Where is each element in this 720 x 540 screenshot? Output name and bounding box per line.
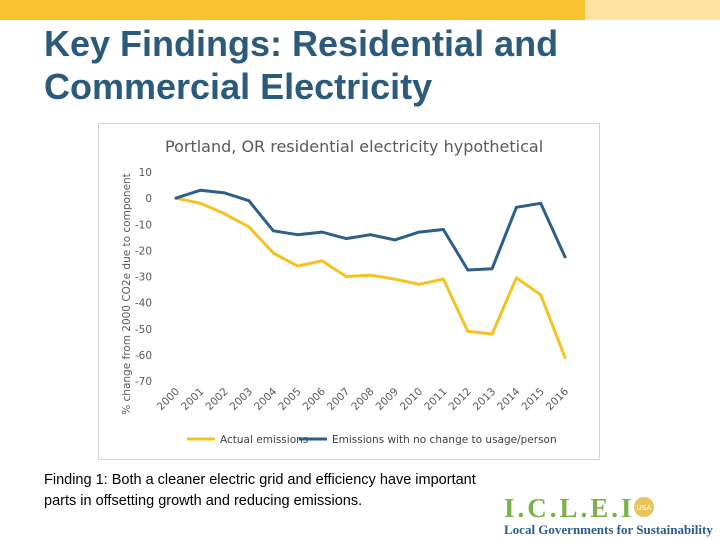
data-point-series-2 [490, 267, 494, 271]
data-point-series-1 [563, 356, 567, 359]
x-tick-label: 2006 [301, 385, 329, 413]
data-point-series-2 [247, 199, 251, 203]
data-point-series-2 [271, 229, 275, 233]
slide-title-line-2: Commercial Electricity [44, 66, 433, 107]
data-point-series-2 [198, 188, 202, 192]
x-tick-label: 2008 [349, 386, 376, 413]
x-tick-label: 2013 [471, 386, 498, 413]
data-point-series-1 [514, 276, 518, 280]
legend-label-1: Actual emissions [220, 434, 308, 446]
data-point-series-2 [442, 228, 445, 231]
data-point-series-1 [198, 201, 202, 205]
x-tick-label: 2000 [155, 386, 182, 413]
chart-plot-area: 10 0 -10 -20 -30 -40 -50 -60 -702000200120022003… [135, 167, 571, 446]
x-tick-label: 2007 [325, 386, 352, 413]
x-tick-label: 2016 [544, 385, 572, 413]
data-point-series-1 [417, 282, 421, 286]
iclei-logo: I.C.L.E.I USA Local Governments for Sust… [500, 490, 715, 540]
logo-badge-circle [634, 497, 654, 517]
x-tick-label: 2015 [519, 386, 546, 413]
logo-badge-text: USA [637, 504, 652, 512]
logo-wordmark: I.C.L.E.I [504, 493, 635, 523]
y-tick-label: -40 [135, 298, 152, 310]
data-point-series-2 [563, 255, 567, 259]
y-tick-label: -20 [135, 245, 152, 257]
y-tick-label: 10 [139, 167, 152, 179]
data-point-series-2 [369, 233, 372, 237]
x-tick-label: 2004 [252, 385, 280, 413]
y-tick-label: -10 [135, 219, 152, 231]
data-point-series-1 [393, 277, 397, 281]
data-point-series-2 [320, 230, 324, 234]
x-tick-label: 2011 [422, 386, 449, 413]
x-tick-label: 2003 [228, 386, 255, 413]
data-point-series-1 [344, 275, 348, 278]
data-point-series-2 [539, 201, 543, 205]
data-point-series-2 [514, 205, 518, 209]
data-point-series-1 [369, 273, 372, 277]
data-point-series-2 [296, 233, 299, 237]
data-point-series-2 [344, 237, 348, 241]
y-axis-label: % change from 2000 CO2e due to component [121, 173, 133, 415]
slide-title: Key Findings: Residential and Commercial… [44, 22, 684, 108]
line-chart: Portland, OR residential electricity hyp… [121, 137, 571, 446]
series-line-1 [174, 196, 567, 359]
y-tick-label: -50 [135, 324, 152, 336]
data-point-series-2 [174, 196, 178, 200]
data-point-series-1 [320, 259, 324, 263]
data-point-series-2 [223, 191, 227, 195]
data-point-series-1 [466, 329, 470, 333]
chart-frame: Portland, OR residential electricity hyp… [98, 123, 600, 460]
chart-title: Portland, OR residential electricity hyp… [165, 137, 543, 156]
data-point-series-2 [417, 230, 421, 234]
x-tick-label: 2009 [374, 386, 401, 413]
data-point-series-1 [296, 264, 299, 268]
x-tick-label: 2014 [495, 385, 523, 413]
data-point-series-2 [466, 268, 470, 272]
data-point-series-1 [247, 225, 251, 229]
data-point-series-1 [490, 332, 494, 336]
x-tick-label: 2002 [203, 386, 230, 413]
top-accent-bar-light [585, 0, 720, 20]
x-tick-label: 2005 [276, 386, 303, 413]
y-tick-label: -60 [135, 350, 152, 362]
x-tick-label: 2012 [446, 386, 473, 413]
series-line-2 [174, 188, 567, 272]
x-tick-label: 2010 [398, 386, 425, 413]
y-tick-label: -70 [135, 376, 152, 388]
data-point-series-1 [271, 251, 275, 255]
data-point-series-1 [539, 293, 543, 297]
finding-text: Finding 1: Both a cleaner electric grid … [44, 472, 476, 509]
y-tick-label: -30 [135, 272, 152, 284]
top-accent-bar [0, 0, 585, 20]
slide-title-line-1: Key Findings: Residential and [44, 23, 559, 64]
y-tick-label: 0 [145, 193, 152, 205]
logo-tagline: Local Governments for Sustainability [504, 522, 713, 537]
legend-label-2: Emissions with no change to usage/person [332, 434, 557, 446]
data-point-series-1 [223, 212, 227, 216]
data-point-series-2 [393, 238, 397, 242]
data-point-series-1 [442, 277, 445, 281]
x-tick-label: 2001 [179, 386, 206, 413]
